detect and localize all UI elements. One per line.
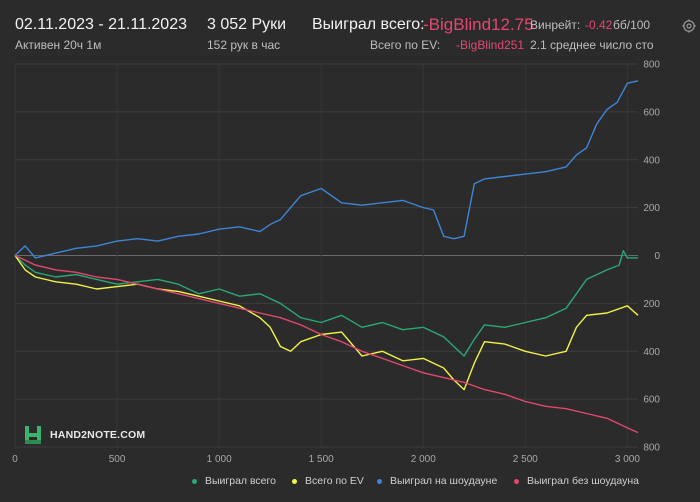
y-tick-label: 0: [654, 251, 660, 262]
legend-item-nonshowdown[interactable]: Выиграл без шоудауна: [514, 475, 639, 487]
ev-total-label: Всего по EV:: [370, 38, 441, 52]
avg-players: 2.1 среднее число сто: [530, 38, 654, 52]
session-header: 02.11.2023 - 21.11.2023 Активен 20ч 1м 3…: [0, 0, 700, 56]
date-range: 02.11.2023 - 21.11.2023: [15, 16, 187, 33]
hand2note-logo-icon: [25, 426, 41, 444]
series-line-3: [14, 254, 639, 434]
y-tick-label: 200: [643, 299, 660, 310]
hand2note-logo-text: HAND2NOTE.COM: [50, 429, 146, 441]
x-tick-label: 1 000: [207, 454, 232, 465]
ev-total-value: -BigBlind251: [456, 38, 525, 52]
results-chart: 800 600 400 200 0 200 400 600 800 0 500 1 000 1 500 2…: [12, 60, 660, 466]
won-total-label: Выиграл всего:: [312, 16, 425, 33]
legend-item-ev[interactable]: Всего по EV: [292, 475, 364, 487]
legend-item-won[interactable]: Выиграл всего: [192, 475, 276, 487]
hands-count: 3 052 Руки: [207, 16, 287, 33]
series-line-1: [14, 255, 639, 391]
y-tick-label: 200: [643, 203, 660, 214]
x-tick-label: 3 000: [615, 454, 640, 465]
series-line-0: [14, 249, 638, 357]
legend-swatch: [377, 478, 382, 484]
y-tick-label: 400: [643, 155, 660, 166]
y-tick-label: 600: [643, 107, 660, 118]
y-tick-label: 800: [643, 443, 660, 454]
winrate-value: -0.42: [585, 18, 613, 32]
legend-label: Выиграл без шоудауна: [527, 475, 639, 487]
x-tick-label: 0: [12, 454, 18, 465]
hands-per-hour: 152 рук в час: [207, 38, 281, 52]
y-tick-label: 600: [643, 395, 660, 406]
settings-gear-icon[interactable]: [682, 19, 696, 33]
legend-swatch: [514, 478, 519, 484]
series-line-2: [14, 80, 639, 259]
legend-swatch: [192, 478, 197, 484]
winrate-unit: бб/100: [613, 18, 651, 32]
legend-label: Выиграл на шоудауне: [390, 475, 498, 487]
legend-label: Выиграл всего: [205, 475, 276, 487]
x-tick-label: 500: [109, 454, 126, 465]
active-time: Активен 20ч 1м: [15, 38, 102, 52]
legend-item-showdown[interactable]: Выиграл на шоудауне: [377, 475, 497, 487]
hand2note-logo: HAND2NOTE.COM: [24, 425, 174, 445]
x-tick-label: 2 000: [411, 454, 436, 465]
legend-swatch: [292, 478, 297, 484]
legend-label: Всего по EV: [305, 475, 364, 487]
x-tick-label: 1 500: [309, 454, 334, 465]
y-tick-label: 400: [643, 347, 660, 358]
x-tick-label: 2 500: [513, 454, 538, 465]
chart-legend: Выиграл всего Всего по EV Выиграл на шоу…: [0, 475, 700, 493]
winrate-label: Винрейт:: [530, 18, 581, 32]
y-tick-label: 800: [643, 60, 660, 71]
won-total-value: -BigBlind12.75: [423, 15, 534, 34]
